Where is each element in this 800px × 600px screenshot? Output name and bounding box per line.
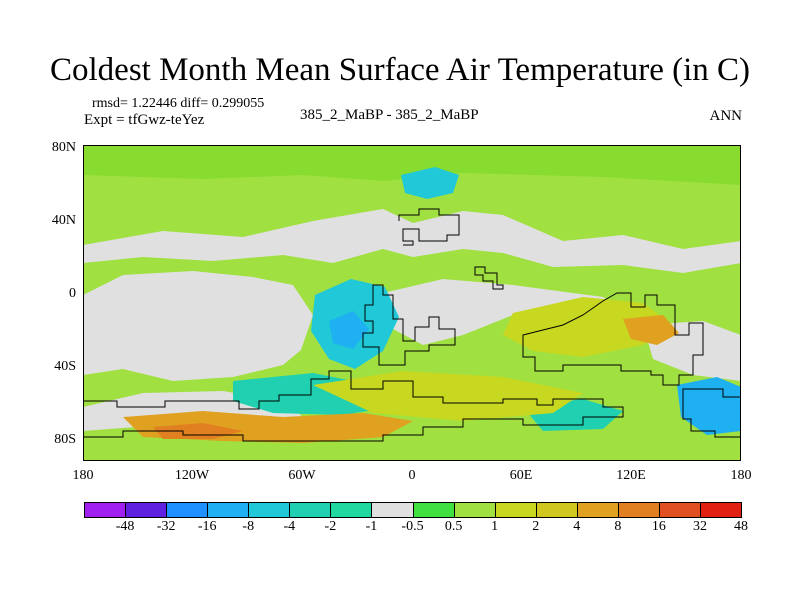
colorbar-cell <box>84 502 127 518</box>
y-tick-label: 80N <box>51 140 76 155</box>
colorbar-cell <box>289 502 332 518</box>
orange-region-asia <box>623 315 679 345</box>
colorbar-cell <box>412 502 455 518</box>
temperature-map <box>83 145 741 461</box>
colorbar-label: 4 <box>573 519 581 534</box>
outline-southern-continent <box>83 370 624 442</box>
neutral-region-west <box>83 271 313 381</box>
colorbar-label: -1 <box>365 519 378 534</box>
colorbar-cell <box>453 502 496 518</box>
colorbar-label: -32 <box>156 519 176 534</box>
colorbar-label: -2 <box>324 519 337 534</box>
x-tick-label: 60E <box>509 468 533 483</box>
colorbar-cell <box>330 502 373 518</box>
colorbar-cell <box>166 502 209 518</box>
season-label: ANN <box>709 108 743 124</box>
x-tick-label: 180 <box>72 468 94 483</box>
outline-central-continent <box>362 284 456 366</box>
experiment-label: Expt = tfGwz-teYez <box>84 112 205 128</box>
colorbar-label: -48 <box>115 519 135 534</box>
x-tick-label: 0 <box>408 468 416 483</box>
colorbar-cell <box>494 502 537 518</box>
colorbar-cell <box>207 502 250 518</box>
blue-region-east <box>677 377 741 435</box>
colorbar-cell <box>699 502 742 518</box>
yellow-region-asia <box>503 297 673 357</box>
colorbar-label: 1 <box>491 519 499 534</box>
yellow-region-south <box>313 371 583 421</box>
colorbar-label: 0.5 <box>444 519 463 534</box>
colorbar-label: 48 <box>734 519 748 534</box>
y-tick-label: 80S <box>54 432 76 447</box>
colorbar-cell <box>248 502 291 518</box>
colorbar-label: 8 <box>614 519 622 534</box>
colorbar-label: 32 <box>692 519 707 534</box>
map-frame <box>83 145 741 461</box>
x-tick-label: 60W <box>288 468 316 483</box>
colorbar-label: 16 <box>651 519 666 534</box>
chart-title: Coldest Month Mean Surface Air Temperatu… <box>50 52 750 88</box>
colorbar-cell <box>658 502 701 518</box>
y-tick-label: 40S <box>54 359 76 374</box>
colorbar-cell <box>576 502 619 518</box>
subtitle-label: 385_2_MaBP - 385_2_MaBP <box>300 107 479 123</box>
colorbar-label: 2 <box>532 519 540 534</box>
continent-outlines <box>83 208 741 442</box>
colorbar-cell <box>617 502 660 518</box>
outline-small-island <box>474 266 504 290</box>
colorbar-label: -4 <box>283 519 296 534</box>
x-tick-label: 120W <box>174 468 210 483</box>
blue-region-americas <box>329 311 369 349</box>
cyan-region-north <box>401 167 459 199</box>
x-tick-label: 180 <box>730 468 752 483</box>
y-tick-label: 40N <box>51 213 76 228</box>
colorbar-cell <box>371 502 414 518</box>
colorbar-label: -16 <box>197 519 217 534</box>
outline-north-continent <box>398 208 460 246</box>
colorbar-label: -8 <box>242 519 255 534</box>
outline-east-island <box>682 388 741 438</box>
colorbar-cell <box>125 502 168 518</box>
colorbar-cell <box>535 502 578 518</box>
northern-green-region <box>83 145 741 185</box>
colorbar-label: -0.5 <box>401 519 424 534</box>
outline-east-continent <box>522 292 704 386</box>
stats-label: rmsd= 1.22446 diff= 0.299055 <box>92 96 265 111</box>
x-tick-label: 120E <box>616 468 646 483</box>
y-tick-label: 0 <box>69 286 76 301</box>
